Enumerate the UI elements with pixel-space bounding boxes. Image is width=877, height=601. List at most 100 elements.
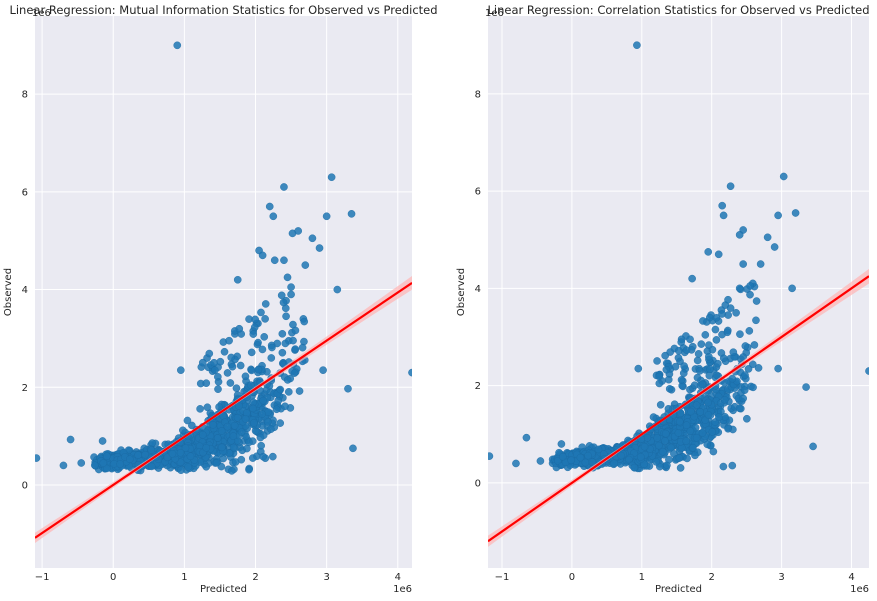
data-point [327, 173, 336, 181]
data-point [703, 440, 712, 449]
x-tick-label: −1 [495, 572, 510, 583]
data-point [682, 437, 691, 445]
data-point [212, 459, 221, 467]
data-point [686, 385, 694, 394]
data-point [186, 452, 195, 461]
data-point [278, 330, 287, 338]
data-point [287, 290, 295, 299]
data-point [594, 445, 603, 454]
data-point [659, 447, 667, 456]
y-tick-label: 8 [475, 89, 481, 100]
y-tick-label: 8 [22, 90, 28, 101]
data-point [347, 210, 356, 218]
data-point [90, 461, 99, 470]
data-point [617, 451, 625, 460]
data-point [241, 415, 250, 423]
x-tick-label: 3 [778, 572, 784, 583]
data-point [557, 440, 566, 448]
data-point [683, 454, 691, 463]
data-point [272, 405, 281, 414]
data-point [247, 366, 256, 375]
data-point [147, 446, 156, 454]
data-point [274, 396, 283, 405]
data-point [677, 376, 686, 384]
data-point [719, 462, 728, 471]
data-point [662, 365, 671, 374]
data-point [576, 453, 585, 462]
x-tick-label: 4 [395, 572, 401, 583]
x-scale-label: 1e6 [850, 584, 869, 595]
data-point [295, 387, 304, 395]
data-point [322, 212, 331, 221]
data-point [203, 403, 212, 412]
data-point [176, 458, 185, 467]
x-tick-label: 2 [252, 572, 258, 583]
data-point [655, 379, 664, 388]
data-point [696, 367, 704, 375]
data-point [728, 461, 737, 470]
data-point [567, 456, 576, 465]
data-point [35, 454, 41, 462]
data-point [250, 323, 259, 332]
data-point [213, 434, 222, 442]
data-point [656, 401, 665, 409]
y-tick-label: 6 [22, 187, 28, 198]
y-scale-label: 1e6 [485, 8, 504, 19]
data-point [536, 457, 545, 465]
data-point [237, 428, 246, 436]
data-point [704, 398, 712, 407]
data-point [788, 284, 796, 293]
data-point [260, 333, 269, 341]
y-scale-label: 1e6 [32, 8, 51, 19]
data-point [667, 443, 675, 452]
data-point [279, 298, 288, 307]
data-point [333, 285, 342, 294]
data-point [220, 347, 229, 356]
data-point [675, 454, 684, 462]
x-tick-label: 0 [569, 572, 575, 583]
y-tick-label: 0 [475, 478, 481, 489]
data-point [280, 183, 288, 191]
regression-line [488, 275, 869, 543]
data-point [254, 338, 262, 347]
x-tick-label: 1 [639, 572, 645, 583]
data-point [643, 434, 652, 442]
data-point [746, 282, 754, 290]
data-point [675, 417, 684, 426]
data-point [711, 325, 720, 334]
data-point [298, 343, 307, 352]
data-point [802, 383, 810, 391]
data-point [698, 429, 707, 437]
chart-title: Linear Regression: Correlation Statistic… [487, 3, 869, 17]
data-point [719, 211, 728, 220]
data-point [300, 317, 309, 326]
x-tick-label: 0 [110, 572, 116, 583]
x-tick-label: 3 [323, 572, 329, 583]
data-point [754, 364, 763, 372]
data-point [223, 369, 232, 377]
y-tick-label: 2 [475, 381, 481, 392]
data-point [173, 41, 182, 50]
x-tick-label: 2 [709, 572, 715, 583]
data-point [235, 324, 244, 333]
x-scale-label: 1e6 [393, 584, 412, 595]
data-point [257, 441, 265, 450]
data-point [183, 416, 192, 425]
data-point [254, 365, 263, 374]
y-tick-label: 6 [475, 187, 481, 198]
data-point [227, 467, 236, 475]
data-point [791, 209, 800, 217]
data-point [653, 434, 661, 442]
data-point [223, 422, 232, 431]
chart-title: Linear Regression: Mutual Information St… [9, 3, 437, 17]
data-point [249, 330, 258, 338]
data-point [99, 459, 108, 467]
data-point [741, 342, 750, 350]
data-point [289, 320, 297, 329]
data-point [261, 300, 270, 308]
data-point [267, 354, 276, 362]
data-point [258, 410, 266, 418]
